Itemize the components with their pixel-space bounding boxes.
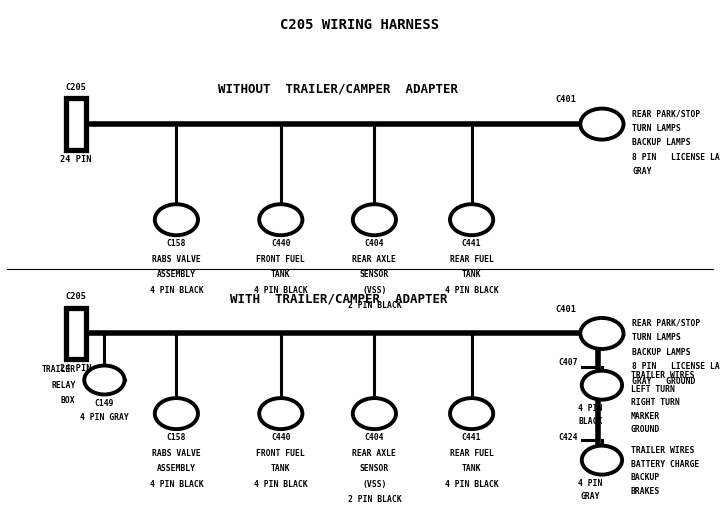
Text: 4 PIN: 4 PIN <box>578 479 603 488</box>
Text: 4 PIN BLACK: 4 PIN BLACK <box>150 286 203 295</box>
Text: BATTERY CHARGE: BATTERY CHARGE <box>631 460 699 469</box>
Text: 8 PIN   LICENSE LAMPS: 8 PIN LICENSE LAMPS <box>632 362 720 371</box>
Text: BACKUP LAMPS: BACKUP LAMPS <box>632 138 690 147</box>
Text: C441: C441 <box>462 239 482 248</box>
Circle shape <box>84 366 125 394</box>
Circle shape <box>155 398 198 429</box>
Text: 2 PIN BLACK: 2 PIN BLACK <box>348 301 401 310</box>
Circle shape <box>259 204 302 235</box>
Text: FRONT FUEL: FRONT FUEL <box>256 449 305 458</box>
Text: 4 PIN BLACK: 4 PIN BLACK <box>150 480 203 489</box>
Circle shape <box>580 109 624 140</box>
Text: TANK: TANK <box>462 270 482 279</box>
Text: 4 PIN GRAY: 4 PIN GRAY <box>80 413 129 422</box>
Bar <box>66 98 86 150</box>
Text: C205: C205 <box>65 292 86 301</box>
Text: TRAILER: TRAILER <box>42 365 76 374</box>
Circle shape <box>582 446 622 475</box>
Text: 4 PIN BLACK: 4 PIN BLACK <box>254 286 307 295</box>
Text: SENSOR: SENSOR <box>360 270 389 279</box>
Text: BLACK: BLACK <box>578 417 603 426</box>
Text: C404: C404 <box>364 433 384 442</box>
Text: BOX: BOX <box>61 396 76 405</box>
Text: TRAILER WIRES: TRAILER WIRES <box>631 371 694 381</box>
Text: RIGHT TURN: RIGHT TURN <box>631 398 680 407</box>
Text: BACKUP LAMPS: BACKUP LAMPS <box>632 347 690 357</box>
Text: C407: C407 <box>559 358 578 367</box>
Circle shape <box>353 398 396 429</box>
Text: 24 PIN: 24 PIN <box>60 155 91 164</box>
Text: TRAILER WIRES: TRAILER WIRES <box>631 446 694 455</box>
Text: (VSS): (VSS) <box>362 286 387 295</box>
Text: C441: C441 <box>462 433 482 442</box>
Text: TURN LAMPS: TURN LAMPS <box>632 333 681 342</box>
Text: C158: C158 <box>166 239 186 248</box>
Text: BRAKES: BRAKES <box>631 486 660 496</box>
Circle shape <box>450 398 493 429</box>
Text: GRAY: GRAY <box>580 492 600 501</box>
Text: SENSOR: SENSOR <box>360 464 389 473</box>
Text: C158: C158 <box>166 433 186 442</box>
Text: 4 PIN: 4 PIN <box>578 404 603 413</box>
Text: REAR AXLE: REAR AXLE <box>353 255 396 264</box>
Circle shape <box>580 318 624 349</box>
Text: TANK: TANK <box>271 464 291 473</box>
Text: TURN LAMPS: TURN LAMPS <box>632 124 681 133</box>
Text: C401: C401 <box>556 96 577 104</box>
Text: 4 PIN BLACK: 4 PIN BLACK <box>445 480 498 489</box>
Text: 2 PIN BLACK: 2 PIN BLACK <box>348 495 401 504</box>
Text: WITHOUT  TRAILER/CAMPER  ADAPTER: WITHOUT TRAILER/CAMPER ADAPTER <box>218 83 459 96</box>
Text: C401: C401 <box>556 305 577 314</box>
Circle shape <box>450 204 493 235</box>
Text: 4 PIN BLACK: 4 PIN BLACK <box>254 480 307 489</box>
Text: REAR PARK/STOP: REAR PARK/STOP <box>632 109 701 118</box>
Text: C404: C404 <box>364 239 384 248</box>
Text: REAR PARK/STOP: REAR PARK/STOP <box>632 318 701 328</box>
Text: LEFT TURN: LEFT TURN <box>631 385 675 394</box>
Text: RABS VALVE: RABS VALVE <box>152 255 201 264</box>
Text: TANK: TANK <box>462 464 482 473</box>
Text: TANK: TANK <box>271 270 291 279</box>
Text: C440: C440 <box>271 433 291 442</box>
Bar <box>66 308 86 359</box>
Text: GROUND: GROUND <box>631 425 660 434</box>
Text: ASSEMBLY: ASSEMBLY <box>157 270 196 279</box>
Text: BACKUP: BACKUP <box>631 473 660 482</box>
Circle shape <box>582 371 622 400</box>
Text: (VSS): (VSS) <box>362 480 387 489</box>
Circle shape <box>259 398 302 429</box>
Text: C205 WIRING HARNESS: C205 WIRING HARNESS <box>280 18 440 32</box>
Text: GRAY   GROUND: GRAY GROUND <box>632 376 696 386</box>
Text: C424: C424 <box>559 433 578 442</box>
Circle shape <box>155 204 198 235</box>
Text: REAR FUEL: REAR FUEL <box>450 255 493 264</box>
Text: RABS VALVE: RABS VALVE <box>152 449 201 458</box>
Text: 8 PIN   LICENSE LAMPS: 8 PIN LICENSE LAMPS <box>632 153 720 162</box>
Text: C205: C205 <box>65 83 86 92</box>
Text: RELAY: RELAY <box>51 381 76 390</box>
Text: REAR AXLE: REAR AXLE <box>353 449 396 458</box>
Circle shape <box>353 204 396 235</box>
Text: GRAY: GRAY <box>632 167 652 176</box>
Text: ASSEMBLY: ASSEMBLY <box>157 464 196 473</box>
Text: 4 PIN BLACK: 4 PIN BLACK <box>445 286 498 295</box>
Text: C440: C440 <box>271 239 291 248</box>
Text: FRONT FUEL: FRONT FUEL <box>256 255 305 264</box>
Text: MARKER: MARKER <box>631 412 660 421</box>
Text: 24 PIN: 24 PIN <box>60 364 91 373</box>
Text: WITH  TRAILER/CAMPER  ADAPTER: WITH TRAILER/CAMPER ADAPTER <box>230 292 447 305</box>
Text: REAR FUEL: REAR FUEL <box>450 449 493 458</box>
Text: C149: C149 <box>94 399 114 407</box>
